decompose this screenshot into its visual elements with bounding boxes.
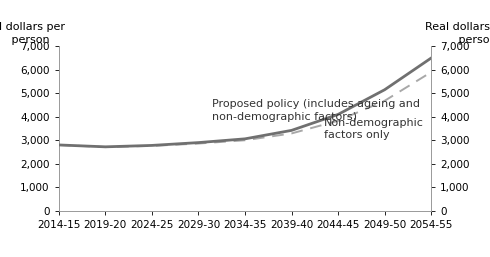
Text: Non-demographic
factors only: Non-demographic factors only	[324, 118, 424, 140]
Text: Real dollars per
     person: Real dollars per person	[425, 22, 490, 45]
Text: Proposed policy (includes ageing and
non-demographic factors): Proposed policy (includes ageing and non…	[213, 99, 420, 122]
Text: Real dollars per
     person: Real dollars per person	[0, 22, 65, 45]
